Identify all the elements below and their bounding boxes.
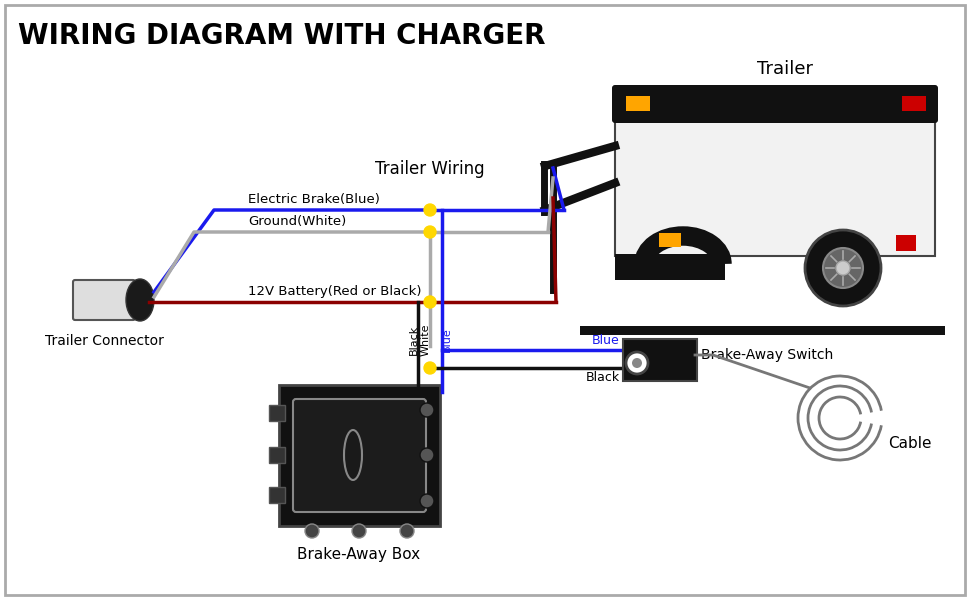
Text: Ground(White): Ground(White)	[248, 215, 346, 228]
FancyBboxPatch shape	[901, 96, 925, 111]
Text: Brake-Away Box: Brake-Away Box	[297, 547, 421, 562]
FancyBboxPatch shape	[268, 405, 285, 421]
Text: Blue: Blue	[442, 328, 452, 352]
Circle shape	[304, 524, 319, 538]
Circle shape	[423, 296, 435, 308]
Ellipse shape	[126, 279, 154, 321]
FancyBboxPatch shape	[279, 385, 440, 526]
Circle shape	[822, 248, 862, 288]
Text: Cable: Cable	[887, 436, 930, 451]
Text: Black: Black	[585, 371, 619, 384]
FancyBboxPatch shape	[658, 233, 680, 247]
Circle shape	[835, 261, 849, 275]
Circle shape	[420, 494, 433, 508]
FancyBboxPatch shape	[579, 326, 944, 335]
Text: Electric Brake(Blue): Electric Brake(Blue)	[248, 193, 380, 206]
FancyBboxPatch shape	[611, 85, 937, 123]
FancyBboxPatch shape	[895, 235, 915, 251]
Circle shape	[804, 230, 880, 306]
FancyBboxPatch shape	[268, 447, 285, 463]
Circle shape	[423, 226, 435, 238]
FancyBboxPatch shape	[625, 96, 649, 111]
Text: Trailer: Trailer	[756, 60, 812, 78]
Circle shape	[625, 352, 647, 374]
Ellipse shape	[344, 430, 361, 480]
Text: Trailer Wiring: Trailer Wiring	[375, 160, 484, 178]
Text: Black: Black	[409, 325, 419, 355]
FancyBboxPatch shape	[614, 116, 934, 256]
Text: Blue: Blue	[592, 334, 619, 347]
FancyBboxPatch shape	[5, 5, 964, 595]
Circle shape	[423, 204, 435, 216]
FancyBboxPatch shape	[293, 399, 425, 512]
Circle shape	[420, 403, 433, 417]
Text: 12V Battery(Red or Black): 12V Battery(Red or Black)	[248, 285, 422, 298]
Circle shape	[632, 358, 641, 368]
FancyBboxPatch shape	[73, 280, 135, 320]
Circle shape	[352, 524, 365, 538]
Circle shape	[420, 448, 433, 462]
Text: WIRING DIAGRAM WITH CHARGER: WIRING DIAGRAM WITH CHARGER	[18, 22, 545, 50]
Circle shape	[423, 362, 435, 374]
Circle shape	[399, 524, 414, 538]
FancyBboxPatch shape	[622, 339, 697, 381]
Text: Trailer Connector: Trailer Connector	[45, 334, 163, 348]
Text: White: White	[421, 324, 430, 356]
FancyBboxPatch shape	[268, 487, 285, 503]
FancyBboxPatch shape	[614, 254, 724, 280]
Text: Brake-Away Switch: Brake-Away Switch	[701, 348, 832, 362]
